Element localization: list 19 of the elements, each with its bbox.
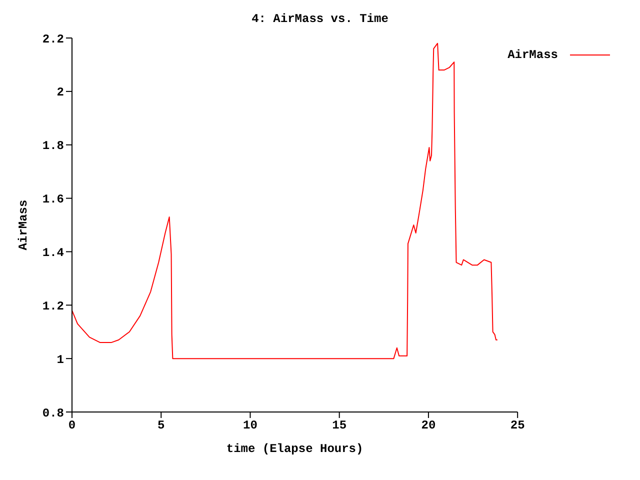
y-tick-label: 1.8 xyxy=(42,139,64,154)
y-tick-label: 2 xyxy=(56,86,64,100)
x-axis-title: time (Elapse Hours) xyxy=(226,442,364,456)
x-tick-label: 15 xyxy=(332,418,347,433)
y-tick-label: 0.8 xyxy=(42,406,64,420)
x-tick-label: 25 xyxy=(510,418,525,433)
y-tick-label: 1.4 xyxy=(42,246,64,260)
y-axis-title: AirMass xyxy=(16,200,30,250)
y-tick-label: 1 xyxy=(56,352,64,367)
legend-label: AirMass xyxy=(508,48,558,62)
y-tick-label: 2.2 xyxy=(42,32,64,46)
x-tick-label: 20 xyxy=(421,418,436,433)
chart-title: 4: AirMass vs. Time xyxy=(250,12,390,26)
y-tick-label: 1.6 xyxy=(42,192,64,207)
y-tick-label: 1.2 xyxy=(42,299,64,314)
x-tick-label: 10 xyxy=(243,418,258,433)
x-tick-label: 0 xyxy=(68,418,76,433)
x-tick-label: 5 xyxy=(158,418,165,433)
line-series xyxy=(72,42,498,360)
